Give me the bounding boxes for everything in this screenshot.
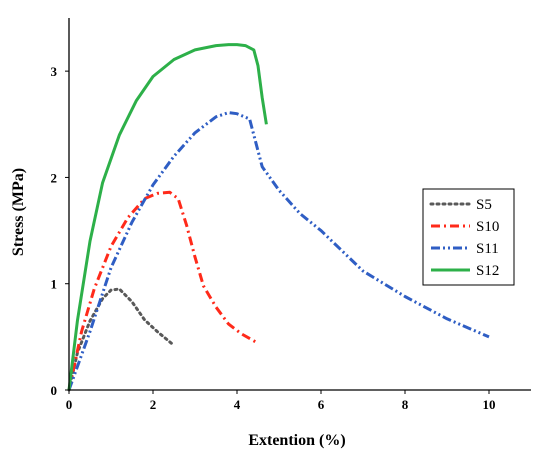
tick-labels: 0 2 4 6 8 10 0 1 2 3 xyxy=(51,64,496,412)
series-line-s5 xyxy=(67,287,176,392)
series-line-s10 xyxy=(67,190,259,391)
x-tick-label: 6 xyxy=(318,397,325,412)
legend-label-s12: S12 xyxy=(476,263,499,279)
plot-area xyxy=(67,43,490,392)
x-tick-label: 4 xyxy=(234,397,241,412)
x-tick-label: 8 xyxy=(402,397,409,412)
legend: S5 S10 S11 S12 xyxy=(422,188,515,286)
y-axis-title: Stress (MPa) xyxy=(10,168,27,256)
y-tick-label: 0 xyxy=(51,383,58,398)
series-line-s12 xyxy=(67,43,268,391)
legend-label-s11: S11 xyxy=(476,241,499,257)
x-tick-label: 0 xyxy=(66,397,73,412)
y-tick-label: 3 xyxy=(51,64,58,79)
x-tick-label: 2 xyxy=(150,397,157,412)
series-line-s11 xyxy=(67,111,490,391)
x-axis-title: Extention (%) xyxy=(248,432,345,449)
legend-label-s5: S5 xyxy=(476,197,492,213)
y-tick-label: 2 xyxy=(51,170,58,185)
legend-label-s10: S10 xyxy=(476,219,499,235)
y-tick-label: 1 xyxy=(51,277,58,292)
x-tick-label: 10 xyxy=(483,397,496,412)
